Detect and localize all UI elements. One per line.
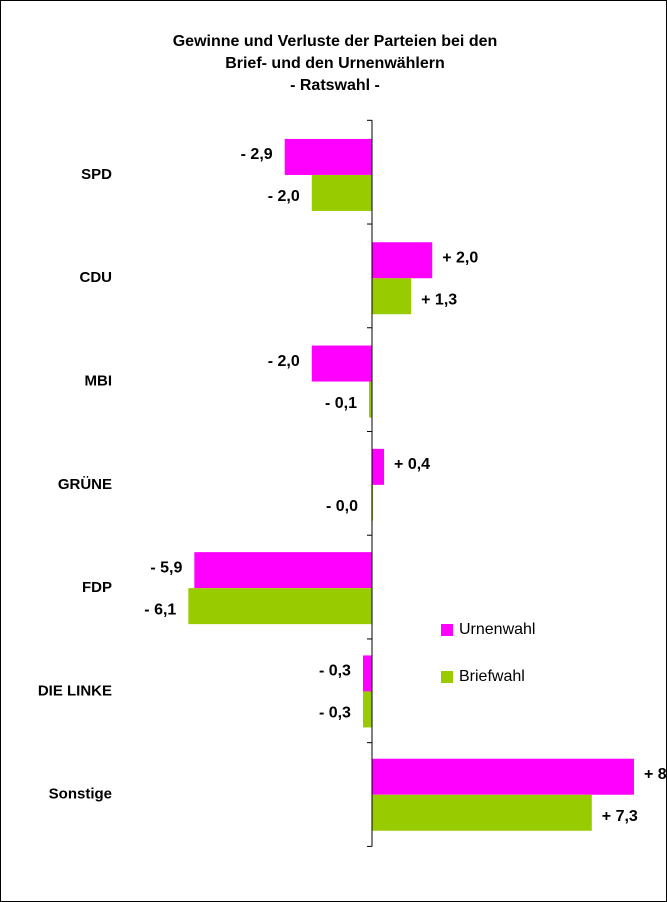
category-label: FDP <box>82 579 112 596</box>
bar <box>368 381 372 418</box>
bar <box>194 552 372 589</box>
value-label: - 0,3 <box>319 705 351 722</box>
legend-swatch <box>441 671 453 683</box>
bar <box>372 278 412 315</box>
bar <box>311 345 372 382</box>
value-label: + 2,0 <box>442 249 478 266</box>
category-label: Sonstige <box>49 786 112 803</box>
chart-title: - Ratswahl - <box>290 77 380 94</box>
bar <box>362 691 372 728</box>
bar <box>362 655 372 692</box>
value-label: - 0,1 <box>325 395 357 412</box>
value-label: - 2,0 <box>268 353 300 370</box>
bar <box>372 794 592 831</box>
value-label: - 0,3 <box>319 663 351 680</box>
value-label: - 2,0 <box>268 188 300 205</box>
value-label: + 7,3 <box>602 808 638 825</box>
legend-swatch <box>441 624 453 636</box>
chart-title: Gewinne und Verluste der Parteien bei de… <box>173 33 498 50</box>
bar <box>372 758 634 795</box>
value-label: - 5,9 <box>150 559 182 576</box>
legend-label: Briefwahl <box>459 668 525 685</box>
category-label: GRÜNE <box>58 476 112 493</box>
bar <box>311 174 372 211</box>
bar <box>372 448 385 485</box>
category-label: SPD <box>81 166 112 183</box>
value-label: - 0,0 <box>326 498 358 515</box>
bar <box>284 138 372 175</box>
chart-title: Brief- und den Urnenwählern <box>225 55 445 72</box>
value-label: - 6,1 <box>144 601 176 618</box>
bar <box>188 588 372 625</box>
value-label: + 8,7 <box>644 766 667 783</box>
value-label: + 0,4 <box>394 456 430 473</box>
bar <box>372 242 433 279</box>
category-label: CDU <box>80 269 113 286</box>
category-label: DIE LINKE <box>38 682 112 699</box>
legend-label: Urnenwahl <box>459 621 535 638</box>
category-label: MBI <box>85 373 113 390</box>
value-label: + 1,3 <box>421 291 457 308</box>
value-label: - 2,9 <box>241 146 273 163</box>
